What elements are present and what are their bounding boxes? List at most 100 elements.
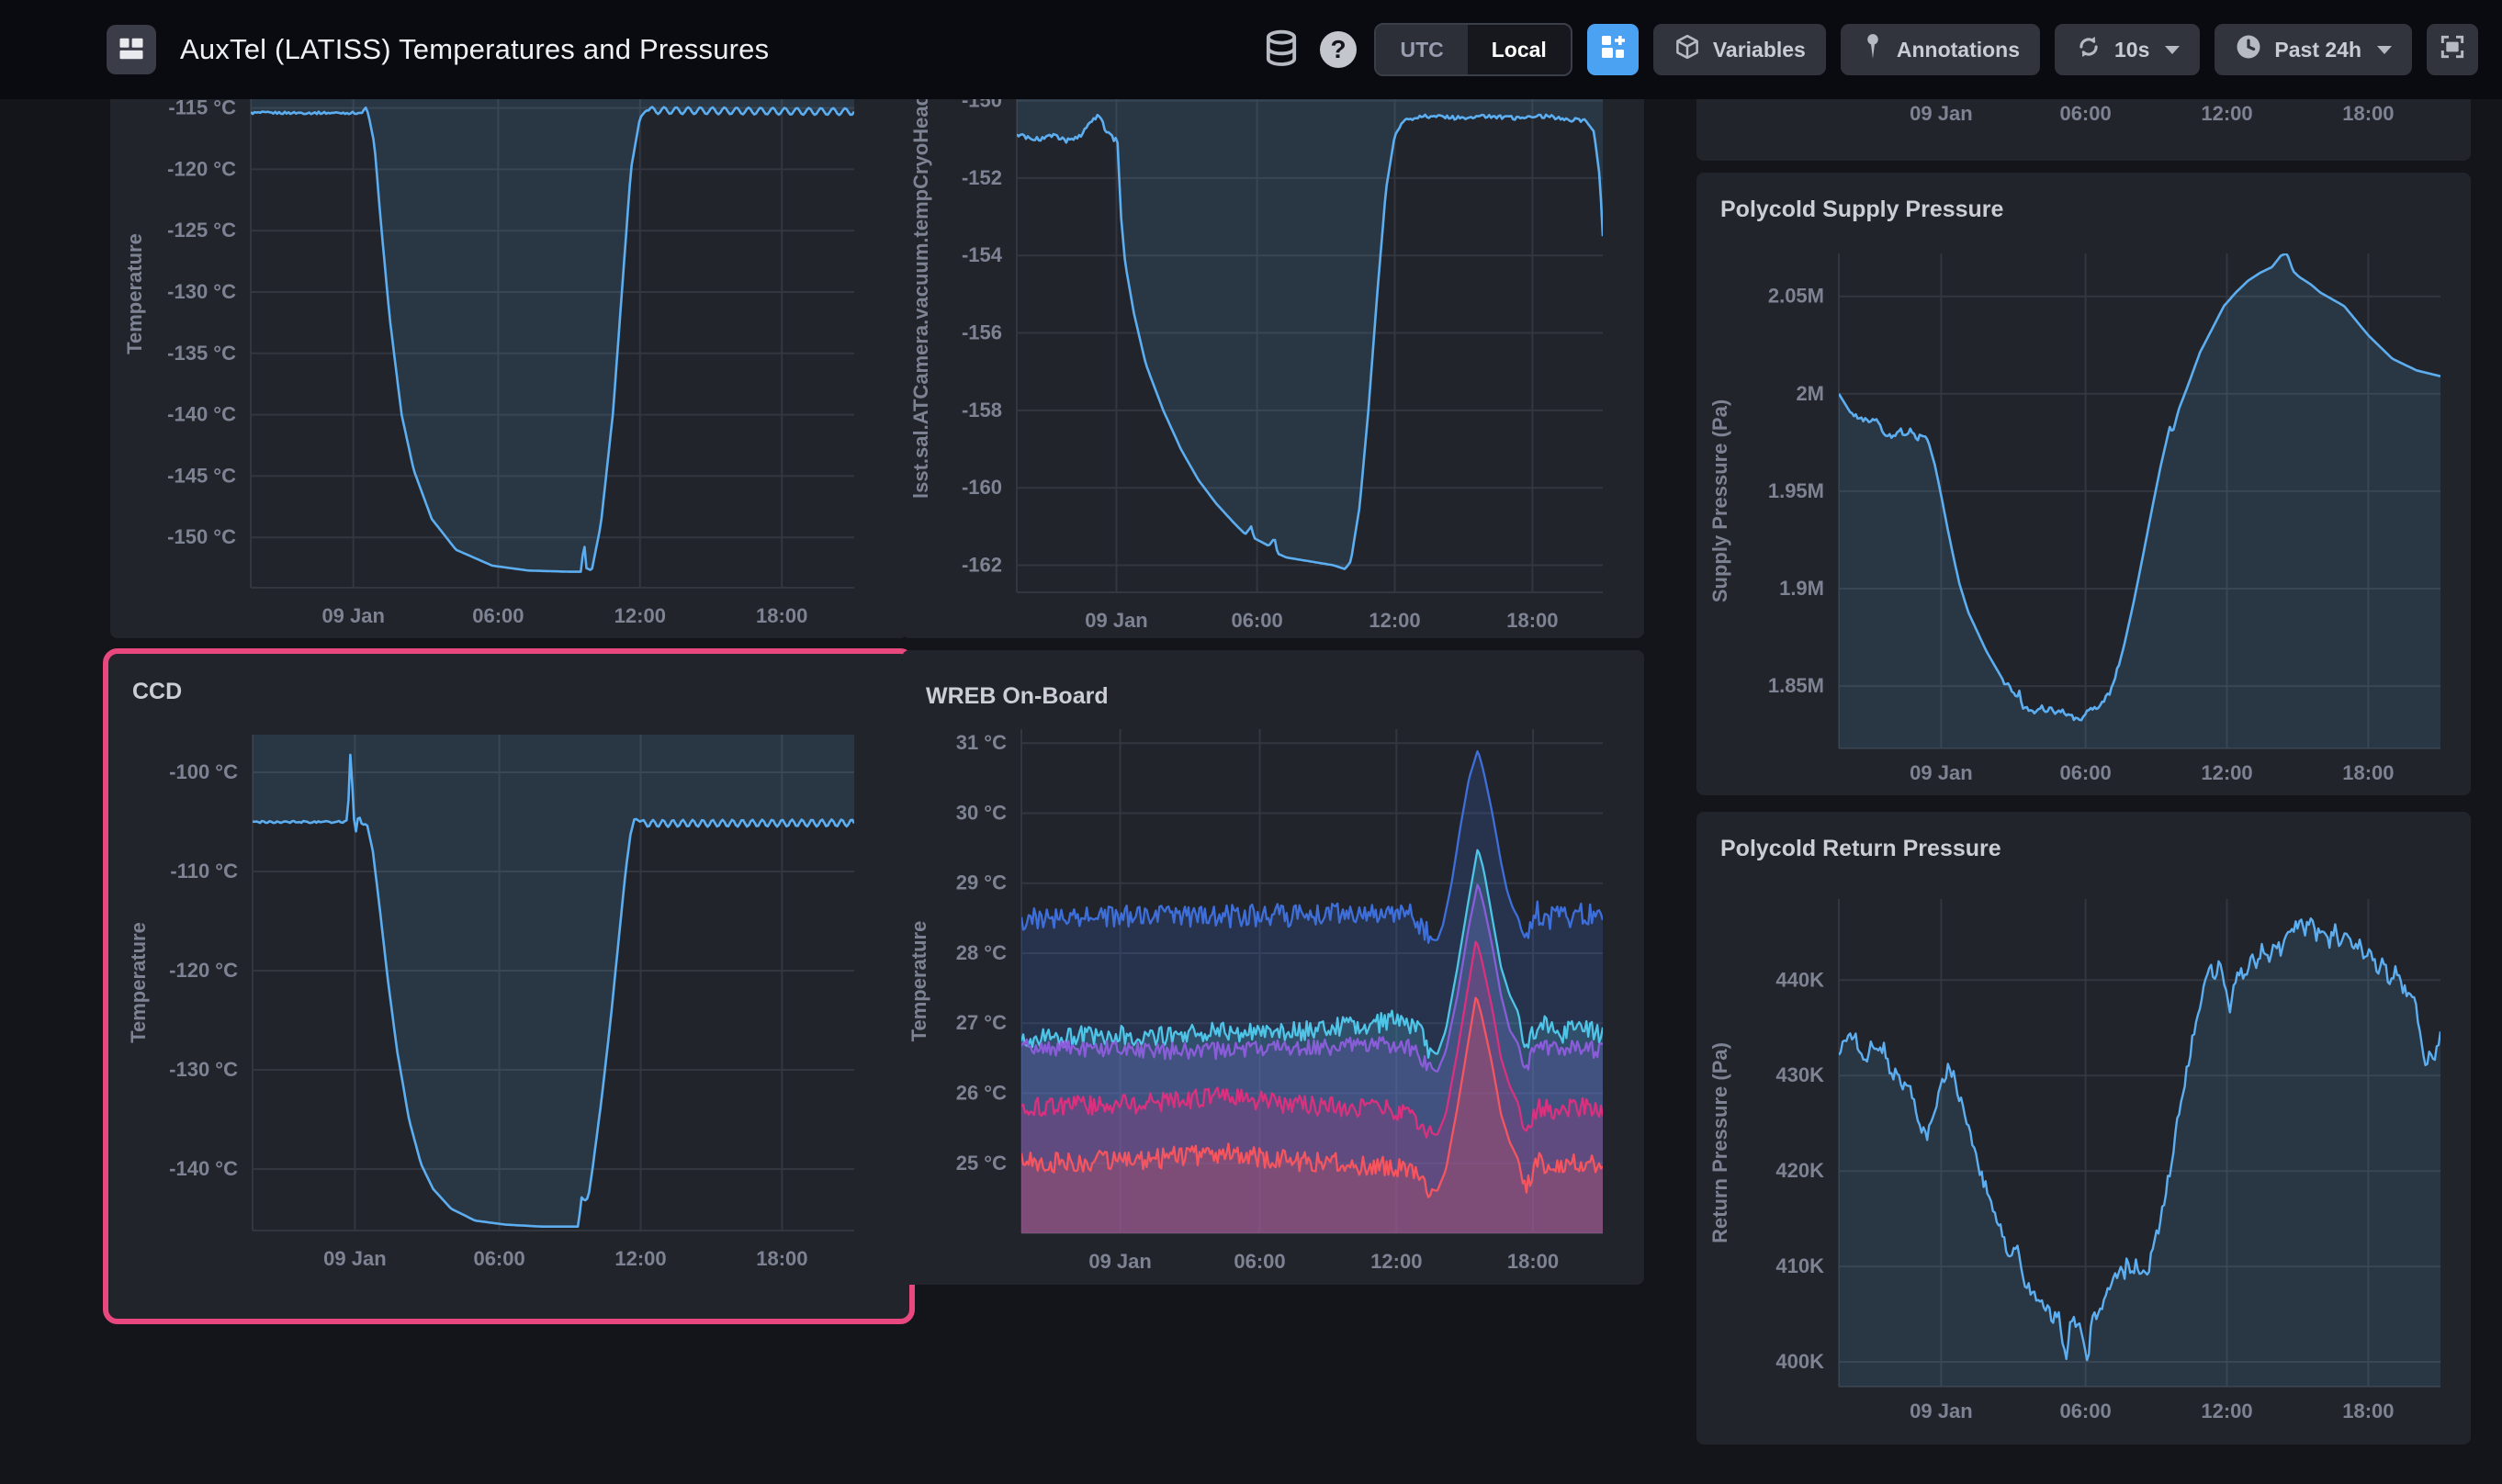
svg-text:09 Jan: 09 Jan — [1088, 1250, 1152, 1273]
svg-text:06:00: 06:00 — [1234, 1250, 1285, 1273]
annotations-button[interactable]: Annotations — [1841, 24, 2040, 75]
svg-text:12:00: 12:00 — [2201, 761, 2252, 784]
svg-text:12:00: 12:00 — [2201, 102, 2252, 125]
cube-icon — [1674, 33, 1701, 66]
panel-wreb-on-board[interactable]: WREB On-Board 31 °C 30 °C 29 °C 28 °C 27 °C 2… — [902, 650, 1644, 1285]
svg-text:Temperature: Temperature — [123, 233, 146, 354]
svg-text:lsst.sal.ATCamera.vacuum.tempC: lsst.sal.ATCamera.vacuum.tempCryoHead — [909, 94, 932, 499]
svg-text:-160: -160 — [962, 476, 1002, 499]
svg-text:12:00: 12:00 — [1370, 1250, 1422, 1273]
svg-text:-130 °C: -130 °C — [169, 1058, 238, 1081]
svg-text:2M: 2M — [1796, 382, 1824, 405]
svg-text:18:00: 18:00 — [2342, 102, 2394, 125]
svg-text:12:00: 12:00 — [614, 1247, 666, 1270]
panel-polycold-return-pressure[interactable]: Polycold Return Pressure 440K430K420K410… — [1696, 812, 2471, 1445]
variables-button[interactable]: Variables — [1653, 24, 1826, 75]
panel-title: CCD — [132, 679, 182, 705]
svg-text:09 Jan: 09 Jan — [1910, 761, 1973, 784]
svg-text:18:00: 18:00 — [1506, 609, 1558, 632]
panel-title: Polycold Return Pressure — [1720, 836, 2001, 862]
svg-text:-158: -158 — [962, 399, 1002, 422]
svg-text:29 °C: 29 °C — [956, 871, 1007, 894]
svg-text:1.95M: 1.95M — [1768, 479, 1824, 502]
svg-text:06:00: 06:00 — [2059, 761, 2111, 784]
timezone-local-button[interactable]: Local — [1468, 25, 1571, 74]
svg-text:09 Jan: 09 Jan — [1910, 102, 1973, 125]
fullscreen-button[interactable] — [2427, 24, 2478, 75]
svg-text:-135 °C: -135 °C — [167, 342, 236, 365]
wreb-on-board-chart[interactable]: 31 °C 30 °C 29 °C 28 °C 27 °C 26 °C 25 °C 09 Ja… — [902, 650, 1644, 1285]
svg-text:06:00: 06:00 — [473, 1247, 524, 1270]
svg-text:18:00: 18:00 — [756, 1247, 807, 1270]
database-icon[interactable] — [1260, 28, 1302, 71]
svg-text:-120 °C: -120 °C — [169, 959, 238, 982]
svg-text:06:00: 06:00 — [2059, 102, 2111, 125]
add-cell-icon — [1598, 32, 1628, 67]
refresh-interval-dropdown[interactable]: 10s — [2055, 24, 2200, 75]
svg-text:400K: 400K — [1775, 1350, 1824, 1373]
svg-text:12:00: 12:00 — [614, 604, 666, 627]
timezone-toggle: UTC Local — [1374, 23, 1572, 76]
chevron-down-icon — [2377, 46, 2392, 54]
svg-text:-152: -152 — [962, 166, 1002, 189]
panel-title: WREB On-Board — [926, 683, 1109, 710]
dashboards-nav-button[interactable] — [107, 25, 156, 74]
svg-text:2.05M: 2.05M — [1768, 285, 1824, 308]
svg-text:420K: 420K — [1775, 1159, 1824, 1182]
svg-text:1.9M: 1.9M — [1779, 577, 1824, 600]
svg-text:?: ? — [1331, 35, 1347, 63]
return-pressure-chart[interactable]: 440K430K420K410K400K09 Jan06:0012:0018:0… — [1696, 812, 2471, 1445]
svg-text:31 °C: 31 °C — [956, 731, 1007, 754]
svg-text:09 Jan: 09 Jan — [321, 604, 385, 627]
svg-text:06:00: 06:00 — [472, 604, 524, 627]
pin-icon — [1861, 33, 1885, 66]
svg-text:12:00: 12:00 — [2201, 1400, 2252, 1422]
svg-text:-150 °C: -150 °C — [167, 525, 236, 548]
page-title: AuxTel (LATISS) Temperatures and Pressur… — [180, 33, 769, 66]
supply-pressure-chart[interactable]: 2.05M 2M 1.95M 1.9M 1.85M 09 Jan 06:00 12:00 18:… — [1696, 173, 2471, 795]
svg-text:Temperature: Temperature — [127, 922, 150, 1043]
svg-text:18:00: 18:00 — [1507, 1250, 1559, 1273]
timezone-utc-button[interactable]: UTC — [1376, 25, 1467, 74]
svg-text:1.85M: 1.85M — [1768, 674, 1824, 697]
add-cell-button[interactable] — [1587, 24, 1639, 75]
chevron-down-icon — [2165, 46, 2180, 54]
svg-text:09 Jan: 09 Jan — [1085, 609, 1148, 632]
header: AuxTel (LATISS) Temperatures and Pressur… — [0, 0, 2502, 99]
time-range-dropdown[interactable]: Past 24h — [2215, 24, 2412, 75]
svg-text:18:00: 18:00 — [756, 604, 807, 627]
ccd-temperature-chart[interactable]: -100 °C-110 °C-120 °C-130 °C-140 °C09 Ja… — [108, 654, 909, 1319]
svg-text:26 °C: 26 °C — [956, 1082, 1007, 1105]
panel-ccd[interactable]: CCD -100 °C-110 °C-120 °C-130 °C-140 °C0… — [103, 648, 915, 1324]
help-icon[interactable]: ? — [1317, 28, 1359, 71]
svg-text:-156: -156 — [962, 321, 1002, 344]
fullscreen-icon — [2438, 32, 2467, 67]
svg-text:-115 °C: -115 °C — [168, 96, 236, 119]
grid-icon — [118, 35, 145, 65]
annotations-label: Annotations — [1897, 38, 2020, 62]
svg-text:06:00: 06:00 — [2059, 1400, 2111, 1422]
svg-text:Return Pressure (Pa): Return Pressure (Pa) — [1708, 1042, 1731, 1243]
refresh-interval-label: 10s — [2114, 38, 2149, 62]
svg-text:-120 °C: -120 °C — [167, 157, 236, 180]
svg-text:-162: -162 — [962, 554, 1002, 577]
svg-text:25 °C: 25 °C — [956, 1152, 1007, 1175]
svg-text:28 °C: 28 °C — [956, 941, 1007, 964]
svg-text:18:00: 18:00 — [2342, 1400, 2394, 1422]
svg-text:30 °C: 30 °C — [956, 802, 1007, 825]
dashboard: -115 °C-120 °C-125 °C-130 °C-135 °C-140 … — [0, 0, 2502, 1484]
svg-text:12:00: 12:00 — [1369, 609, 1420, 632]
svg-text:06:00: 06:00 — [1231, 609, 1282, 632]
variables-label: Variables — [1713, 38, 1806, 62]
svg-text:410K: 410K — [1775, 1254, 1824, 1277]
panel-polycold-supply-pressure[interactable]: Polycold Supply Pressure 2.05M2M1.95M1.9… — [1696, 173, 2471, 795]
svg-text:-140 °C: -140 °C — [167, 403, 236, 426]
svg-text:09 Jan: 09 Jan — [1910, 1400, 1973, 1422]
svg-text:-140 °C: -140 °C — [169, 1157, 238, 1180]
svg-text:-110 °C: -110 °C — [170, 860, 238, 883]
svg-text:18:00: 18:00 — [2342, 761, 2394, 784]
svg-text:430K: 430K — [1775, 1063, 1824, 1086]
time-range-label: Past 24h — [2274, 38, 2361, 62]
svg-text:-145 °C: -145 °C — [167, 464, 236, 487]
svg-text:27 °C: 27 °C — [956, 1011, 1007, 1034]
